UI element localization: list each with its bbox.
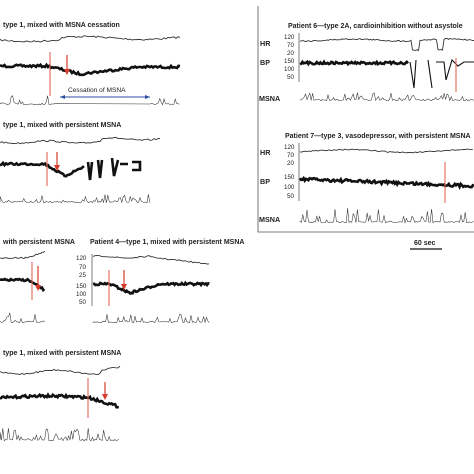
panel-6-title: Patient 6—type 2A, cardioinhibition with…: [288, 23, 463, 30]
panel-6-label-hr: HR: [260, 39, 271, 48]
panel-6-tick-bp-150: 150: [284, 58, 295, 65]
panel-7-tick-hr-20: 20: [287, 160, 294, 167]
scale-bar: 60 sec: [410, 240, 442, 250]
panel-3-arrowhead: [35, 285, 41, 291]
panel-3-bp-trace: [0, 277, 46, 293]
panel-4-tick-hr-70: 70: [79, 264, 86, 271]
panel-2-bp-trace: [0, 157, 142, 181]
panel-6-tick-hr-120: 120: [284, 34, 295, 41]
panel-6-bp-drop-trace: [409, 58, 474, 89]
panel-6-tick-bp-100: 100: [284, 66, 295, 73]
panel-2-msna-trace: [0, 194, 151, 204]
panel-4-tick-bp-150: 150: [76, 283, 87, 290]
panel-6-tick-bp-50: 50: [287, 74, 294, 81]
panel-1-span-left-arrow: [60, 95, 65, 99]
panel-2-title: type 1, mixed with persistent MSNA: [3, 122, 121, 129]
panel-1-msna-trace: [0, 95, 180, 106]
panel-7-bp-trace: [298, 175, 474, 190]
panel-7-label-bp: BP: [260, 177, 270, 186]
panel-1-hr-trace: [0, 35, 181, 43]
panel-6-hr-trace: [299, 37, 474, 52]
panel-7-tick-hr-70: 70: [287, 152, 294, 159]
panel-5-arrowhead: [102, 394, 108, 400]
panel-1-arrowhead: [64, 69, 70, 75]
panel-5: type 1, mixed with persistent MSNA: [0, 350, 121, 442]
panel-3: with persistent MSNA: [0, 239, 75, 324]
panel-5-msna-trace: [0, 428, 120, 442]
panel-6-tick-hr-70: 70: [287, 42, 294, 49]
panel-4-tick-hr-25: 25: [79, 272, 86, 279]
panel-7-label-msna: MSNA: [259, 215, 280, 224]
panel-7-label-hr: HR: [260, 148, 271, 157]
panel-1-cessation-label: Cessation of MSNA: [68, 87, 126, 94]
panel-6-msna-trace: [299, 92, 474, 102]
panel-7-tick-bp-150: 150: [284, 174, 295, 181]
panel-3-hr-trace: [0, 251, 46, 260]
panel-2-arrowhead: [54, 165, 60, 171]
panel-6-label-msna: MSNA: [259, 94, 280, 103]
panel-4-tick-bp-100: 100: [76, 291, 87, 298]
scale-bar-label: 60 sec: [414, 240, 436, 247]
panel-5-title: type 1, mixed with persistent MSNA: [3, 350, 121, 357]
panel-3-msna-trace: [0, 312, 45, 324]
panel-3-title: with persistent MSNA: [2, 239, 75, 246]
panel-4-bp-trace: [92, 280, 210, 296]
panel-4-tick-bp-50: 50: [79, 299, 86, 306]
panel-7-tick-hr-120: 120: [284, 144, 295, 151]
panel-1-span-right-arrow: [145, 95, 150, 99]
panel-1-title: type 1, mixed with MSNA cessation: [3, 22, 120, 29]
panel-6: Patient 6—type 2A, cardioinhibition with…: [259, 23, 474, 103]
panel-4-arrowhead: [121, 284, 127, 290]
panel-2: type 1, mixed with persistent MSNA: [0, 122, 161, 204]
panel-5-bp-trace: [0, 392, 120, 409]
panel-4-title: Patient 4—type 1, mixed with persistent …: [90, 239, 244, 246]
panel-7-tick-bp-50: 50: [287, 193, 294, 200]
panel-5-hr-trace: [0, 365, 121, 376]
panel-2-hr-trace: [0, 136, 161, 145]
panel-7-title: Patient 7—type 3, vasodepressor, with pe…: [285, 133, 471, 140]
panel-6-tick-hr-20: 20: [287, 50, 294, 57]
right-panel-border: [257, 6, 474, 233]
panel-4-hr-trace: [92, 254, 210, 265]
panel-4-msna-trace: [92, 313, 210, 324]
panel-7-hr-trace: [299, 148, 473, 154]
panel-7-msna-trace: [299, 208, 474, 224]
panel-1-bp-trace: [0, 62, 181, 77]
panel-7: Patient 7—type 3, vasodepressor, with pe…: [259, 133, 474, 224]
panel-6-bp-trace: [299, 59, 409, 67]
panel-1: type 1, mixed with MSNA cessation Cessat…: [0, 22, 181, 106]
panel-7-tick-bp-100: 100: [284, 184, 295, 191]
panel-4-tick-hr-120: 120: [76, 255, 87, 262]
panel-4: Patient 4—type 1, mixed with persistent …: [76, 239, 244, 324]
panel-6-label-bp: BP: [260, 58, 270, 67]
